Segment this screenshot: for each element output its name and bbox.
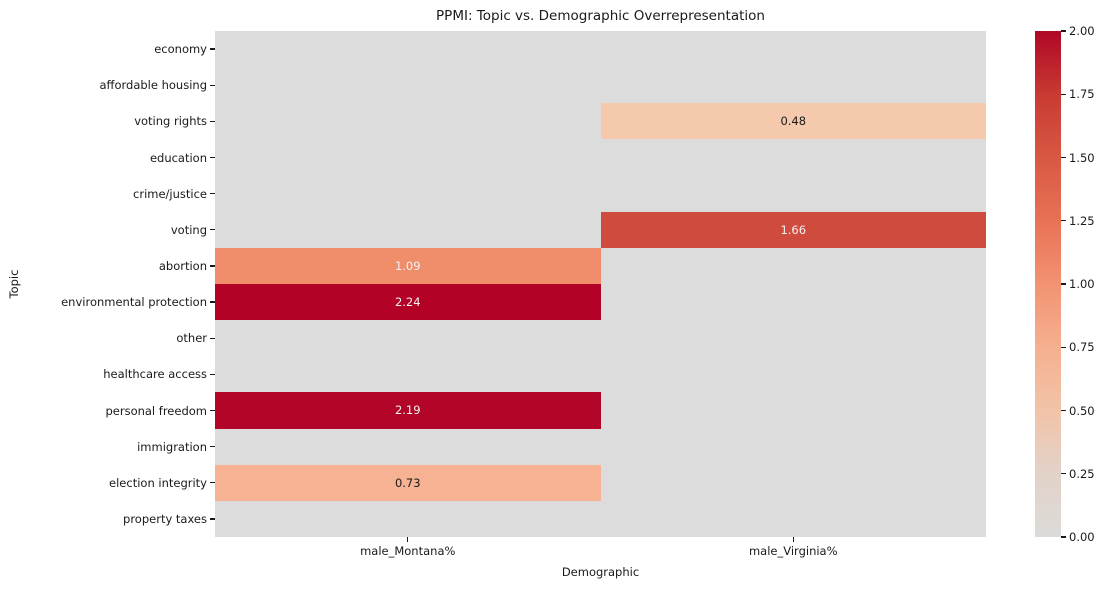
heatmap-cell: 1.66 (600, 211, 986, 248)
y-tick-mark (210, 337, 215, 339)
heatmap-cell-value: 0.73 (394, 475, 421, 490)
y-tick-label: voting (170, 222, 207, 237)
heatmap-cell (600, 67, 986, 104)
y-tick-mark (210, 373, 215, 375)
heatmap-cell: 2.24 (215, 283, 601, 321)
y-tick-label: other (176, 331, 207, 346)
y-tick-label: environmental protection (61, 295, 207, 310)
y-tick-mark (210, 265, 215, 267)
y-tick-label: healthcare access (103, 367, 207, 382)
heatmap-cell-value: 1.09 (394, 258, 421, 273)
heatmap-grid: 0.48 1.66 1.09 2.24 2.19 0.73 (215, 31, 986, 537)
y-tick-mark (210, 301, 215, 303)
colorbar-tick-mark (1061, 409, 1066, 412)
y-tick-mark (210, 84, 215, 86)
y-tick-label: economy (154, 42, 207, 57)
x-tick-mark (407, 537, 409, 542)
heatmap-cell (215, 175, 601, 212)
x-axis-label: Demographic (561, 565, 640, 579)
heatmap-cell (215, 139, 601, 176)
heatmap-cell (215, 211, 601, 248)
heatmap-cell (600, 139, 986, 176)
heatmap-cell-value: 2.24 (394, 295, 421, 310)
x-tick-label: male_Montana% (360, 544, 456, 558)
colorbar-tick-label: 2.00 (1069, 24, 1095, 38)
y-tick-label: affordable housing (99, 78, 208, 93)
heatmap-cell-value: 0.48 (780, 114, 807, 129)
y-tick-mark (210, 48, 215, 50)
y-tick-label: immigration (137, 439, 207, 454)
chart-title: PPMI: Topic vs. Demographic Overrepresen… (436, 8, 765, 24)
colorbar-tick-label: 1.00 (1069, 277, 1095, 291)
y-tick-mark (210, 409, 215, 412)
heatmap-cell: 1.09 (215, 247, 601, 284)
heatmap-cell (600, 428, 986, 465)
colorbar-tick-label: 0.50 (1069, 403, 1095, 418)
x-tick-mark (792, 537, 794, 542)
colorbar-tick-mark (1061, 346, 1066, 348)
colorbar-tick-mark (1061, 283, 1066, 285)
y-tick-mark (210, 120, 215, 122)
y-tick-label: election integrity (109, 475, 207, 490)
y-tick-mark (210, 482, 215, 484)
colorbar-tick-mark (1061, 473, 1066, 475)
colorbar-tick-mark (1061, 536, 1066, 538)
heatmap-cell (215, 500, 601, 537)
heatmap-cell (600, 31, 986, 68)
y-tick-mark (210, 518, 215, 520)
heatmap-cell (215, 356, 601, 393)
heatmap-cell (600, 392, 986, 429)
heatmap-cell: 0.48 (600, 103, 986, 140)
colorbar-tick-label: 0.75 (1069, 340, 1095, 355)
heatmap-cell (600, 500, 986, 537)
heatmap-cell (215, 320, 601, 357)
colorbar-tick-label: 1.75 (1069, 87, 1095, 102)
colorbar-tick-label: 0.00 (1069, 530, 1095, 544)
heatmap-cell (215, 428, 601, 465)
heatmap-cell (600, 175, 986, 212)
y-tick-label: abortion (158, 258, 207, 273)
colorbar-tick-label: 0.25 (1069, 466, 1095, 481)
y-tick-label: property taxes (123, 511, 207, 526)
y-tick-label: personal freedom (105, 403, 207, 418)
heatmap-cell: 0.73 (215, 464, 601, 501)
heatmap-cell (215, 67, 601, 104)
y-tick-mark (210, 229, 215, 231)
heatmap-cell-value: 1.66 (780, 222, 807, 237)
heatmap-cell (600, 283, 986, 321)
y-tick-mark (210, 156, 215, 159)
colorbar-tick-label: 1.50 (1069, 150, 1095, 165)
colorbar-tick-mark (1061, 220, 1066, 222)
colorbar-tick-mark (1061, 156, 1066, 159)
y-tick-mark (210, 193, 215, 195)
heatmap-cell-value: 2.19 (394, 403, 421, 418)
y-tick-label: education (149, 150, 207, 165)
heatmap-cell (600, 464, 986, 501)
colorbar-tick-mark (1061, 93, 1066, 95)
colorbar-tick-mark (1061, 30, 1066, 32)
colorbar (1035, 31, 1061, 537)
x-tick-label: male_Virginia% (748, 544, 838, 558)
heatmap-cell (215, 103, 601, 140)
heatmap-cell (215, 31, 601, 68)
heatmap-cell (600, 320, 986, 357)
y-tick-mark (210, 446, 215, 448)
y-tick-label: crime/justice (133, 186, 207, 201)
heatmap-cell (600, 247, 986, 284)
heatmap-cell: 2.19 (215, 392, 601, 429)
colorbar-tick-label: 1.25 (1069, 213, 1095, 228)
heatmap-cell (600, 356, 986, 393)
y-tick-label: voting rights (134, 114, 207, 129)
